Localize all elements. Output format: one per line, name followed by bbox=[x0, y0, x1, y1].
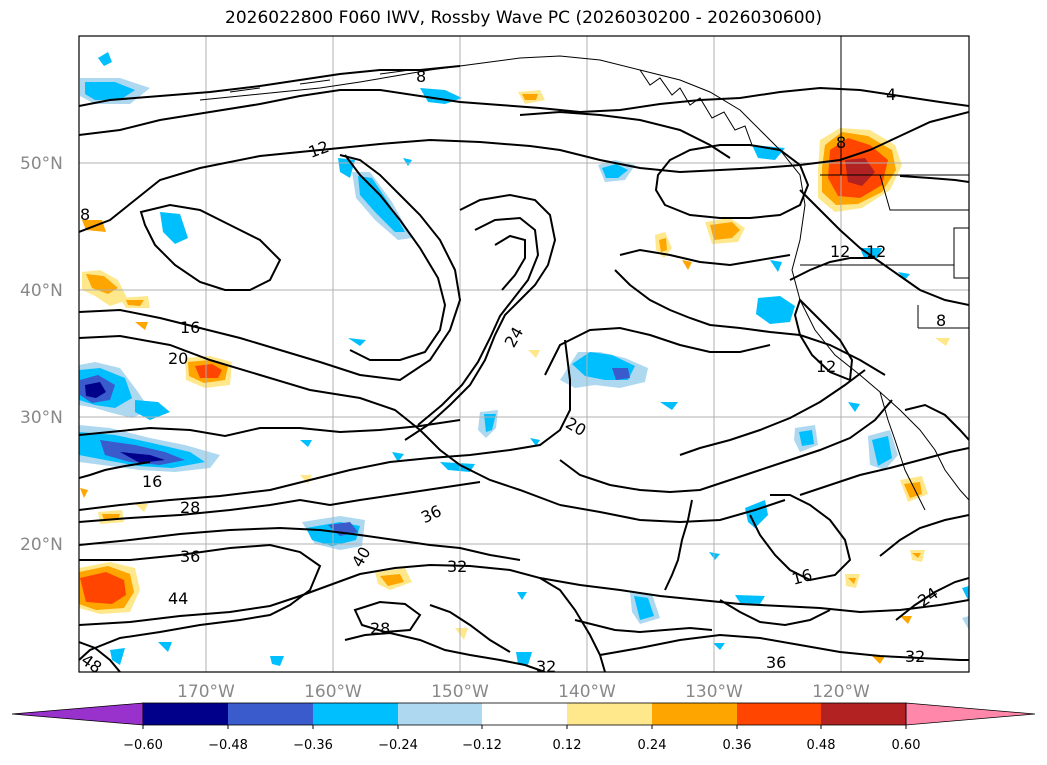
contour-labels: 12 8 8 4 16 20 24 20 16 28 36 36 44 40 3… bbox=[78, 67, 946, 677]
contour-label: 32 bbox=[905, 647, 925, 666]
lon-label-140w: 140°W bbox=[558, 682, 616, 702]
colorbar-segment bbox=[482, 703, 567, 725]
contour-label: 8 bbox=[80, 205, 90, 224]
contour-label: 32 bbox=[447, 557, 467, 576]
colorbar-segment bbox=[143, 703, 228, 725]
positive-anomaly-shading bbox=[79, 90, 950, 664]
colorbar-tick-label: −0.36 bbox=[293, 738, 333, 753]
latitude-labels: 50°N 40°N 30°N 20°N bbox=[20, 154, 63, 555]
contour-label: 16 bbox=[180, 318, 200, 337]
contour-label: 16 bbox=[142, 472, 162, 491]
contour-label: 4 bbox=[886, 85, 896, 104]
colorbar-tick-label: −0.12 bbox=[462, 738, 502, 753]
contour-label: 28 bbox=[370, 619, 390, 638]
contour-label: 20 bbox=[168, 349, 188, 368]
map-frame bbox=[78, 35, 970, 673]
colorbar-ticks bbox=[142, 725, 907, 729]
contour-label: 12 bbox=[866, 242, 886, 261]
iwv-contours bbox=[79, 65, 969, 672]
colorbar-segment bbox=[737, 703, 821, 725]
contour-label: 12 bbox=[830, 242, 850, 261]
lat-label-20n: 20°N bbox=[20, 535, 63, 555]
lon-label-170w: 170°W bbox=[177, 682, 235, 702]
contour-label: 16 bbox=[790, 565, 815, 589]
colorbar-segment bbox=[228, 703, 313, 725]
lon-label-150w: 150°W bbox=[431, 682, 489, 702]
colorbar-tick-label: 0.12 bbox=[553, 738, 582, 753]
colorbar-tick-label: 0.60 bbox=[892, 738, 921, 753]
contour-label: 36 bbox=[766, 653, 786, 672]
colorbar-tick-label: 0.24 bbox=[638, 738, 667, 753]
colorbar-extend-left bbox=[11, 702, 144, 726]
map-title: 2026022800 F060 IWV, Rossby Wave PC (202… bbox=[225, 8, 822, 28]
colorbar-tick-label: −0.60 bbox=[123, 738, 163, 753]
colorbar-segment bbox=[821, 703, 906, 725]
colorbar-tick-label: −0.24 bbox=[378, 738, 418, 753]
lat-label-50n: 50°N bbox=[20, 154, 63, 174]
colorbar-tick-label: 0.48 bbox=[807, 738, 836, 753]
colorbar: −0.60 −0.48 −0.36 −0.24 −0.12 0.12 0.24 … bbox=[11, 702, 1036, 753]
colorbar-tick-label: −0.48 bbox=[208, 738, 248, 753]
colorbar-segment bbox=[398, 703, 482, 725]
longitude-labels: 170°W 160°W 150°W 140°W 130°W 120°W bbox=[177, 682, 870, 702]
contour-label: 32 bbox=[536, 657, 556, 676]
lon-label-130w: 130°W bbox=[685, 682, 743, 702]
lon-label-120w: 120°W bbox=[812, 682, 870, 702]
lat-label-40n: 40°N bbox=[20, 281, 63, 301]
colorbar-segment bbox=[567, 703, 652, 725]
contour-label: 8 bbox=[936, 311, 946, 330]
colorbar-frame bbox=[142, 702, 907, 726]
contour-label: 36 bbox=[180, 547, 200, 566]
colorbar-segment bbox=[652, 703, 737, 725]
contour-label: 8 bbox=[836, 133, 846, 152]
lon-label-160w: 160°W bbox=[304, 682, 362, 702]
contour-label: 44 bbox=[168, 589, 188, 608]
colorbar-segment bbox=[313, 703, 398, 725]
colorbar-extend-right bbox=[905, 702, 1036, 726]
contour-label: 12 bbox=[816, 357, 836, 376]
contour-label: 28 bbox=[180, 498, 200, 517]
contour-label: 8 bbox=[416, 67, 426, 86]
colorbar-tick-label: 0.36 bbox=[723, 738, 752, 753]
lat-label-30n: 30°N bbox=[20, 408, 63, 428]
